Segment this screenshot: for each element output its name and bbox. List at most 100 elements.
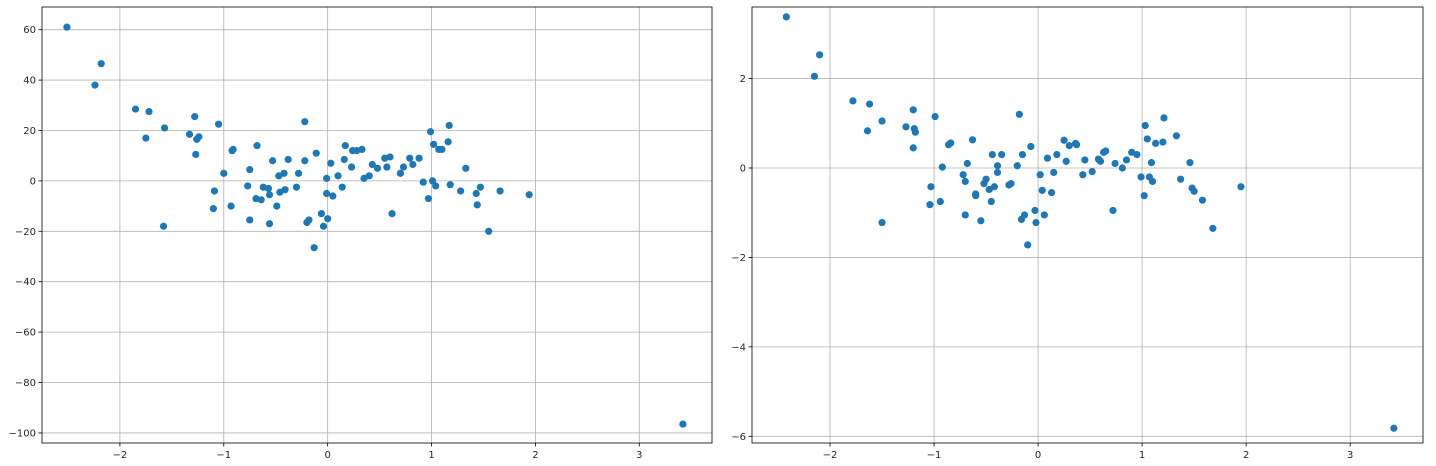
y-tick-label: −4: [731, 342, 746, 353]
data-point: [865, 100, 874, 108]
data-point: [1237, 183, 1245, 191]
data-point: [1050, 168, 1058, 177]
y-tick-label: 40: [23, 76, 36, 87]
data-point: [987, 197, 995, 206]
data-point: [1036, 171, 1044, 179]
data-point: [1013, 162, 1021, 170]
data-point: [264, 184, 273, 193]
data-point: [334, 172, 342, 180]
data-point: [1133, 150, 1141, 159]
data-point: [265, 220, 274, 228]
data-point: [340, 155, 348, 164]
data-point: [1209, 224, 1217, 232]
data-point: [977, 217, 985, 225]
x-tick-label: −1: [927, 450, 942, 461]
data-point: [446, 181, 454, 189]
data-point: [909, 144, 917, 152]
data-point: [229, 145, 237, 153]
data-point: [993, 162, 1002, 170]
data-point: [1172, 132, 1181, 140]
x-tick-label: 0: [324, 450, 330, 461]
data-point: [1079, 171, 1087, 179]
data-point: [191, 113, 199, 121]
data-point: [1118, 164, 1126, 172]
y-tick-label: −2: [731, 253, 746, 264]
y-tick-label: −80: [15, 378, 36, 389]
data-point: [338, 183, 346, 191]
y-tick-label: −20: [15, 227, 36, 238]
data-point: [1065, 142, 1073, 150]
data-point: [1143, 135, 1151, 143]
data-point: [1024, 241, 1032, 249]
data-point: [1160, 114, 1168, 122]
y-tick-label: 20: [23, 126, 36, 137]
data-point: [947, 139, 955, 147]
data-point: [383, 163, 391, 171]
data-point: [444, 138, 452, 146]
data-point: [1102, 147, 1110, 155]
data-point: [419, 178, 427, 186]
data-point: [368, 160, 376, 169]
data-point: [324, 215, 332, 223]
data-point: [972, 192, 980, 200]
data-point: [323, 174, 331, 182]
right-scatter-axes: −2 −1 0 1 2 3 −6 −4 −2 0 2: [731, 6, 1424, 461]
data-point: [1043, 154, 1052, 162]
data-point: [1081, 156, 1089, 164]
data-point: [317, 210, 326, 218]
y-tick-label: 0: [30, 176, 36, 187]
data-point: [97, 60, 105, 68]
data-point: [878, 218, 886, 227]
data-point: [1018, 150, 1027, 159]
data-point: [1186, 159, 1194, 167]
data-point: [246, 165, 254, 174]
data-point: [525, 191, 533, 199]
data-point: [1111, 159, 1119, 168]
axes-frame: [751, 6, 1424, 444]
data-point: [193, 135, 201, 143]
data-point: [988, 150, 996, 159]
data-point: [816, 51, 824, 59]
data-point: [931, 112, 939, 121]
data-point: [406, 154, 414, 162]
data-point: [159, 222, 168, 230]
data-point: [246, 216, 254, 224]
data-point: [1147, 159, 1156, 167]
data-point: [358, 145, 366, 153]
data-point: [993, 168, 1002, 177]
data-point: [902, 123, 910, 131]
data-point: [961, 177, 969, 185]
data-point: [399, 163, 408, 171]
x-tick-label: −2: [113, 450, 128, 461]
data-point: [257, 196, 265, 204]
data-point: [388, 210, 396, 218]
data-point: [1390, 424, 1398, 432]
data-point: [438, 145, 446, 153]
data-point: [1088, 167, 1096, 176]
data-point: [1072, 141, 1081, 149]
data-point: [1062, 157, 1070, 165]
data-point: [214, 120, 223, 128]
data-point: [280, 169, 288, 177]
data-point: [319, 222, 328, 230]
data-point: [365, 172, 373, 180]
data-point: [485, 227, 493, 235]
data-point: [909, 106, 917, 114]
x-tick-label: 2: [532, 450, 538, 461]
data-point: [926, 201, 934, 209]
data-point: [476, 183, 484, 191]
data-point: [473, 201, 481, 209]
data-point: [301, 118, 309, 126]
data-point: [1159, 138, 1167, 146]
data-point: [160, 124, 169, 132]
data-point: [253, 142, 261, 150]
x-tick-label: −2: [823, 450, 838, 461]
data-point: [430, 140, 438, 148]
data-point: [863, 127, 872, 135]
data-point: [227, 202, 235, 210]
data-point: [927, 183, 935, 191]
data-point: [1137, 173, 1145, 181]
data-point: [968, 136, 977, 144]
data-point: [192, 150, 200, 159]
